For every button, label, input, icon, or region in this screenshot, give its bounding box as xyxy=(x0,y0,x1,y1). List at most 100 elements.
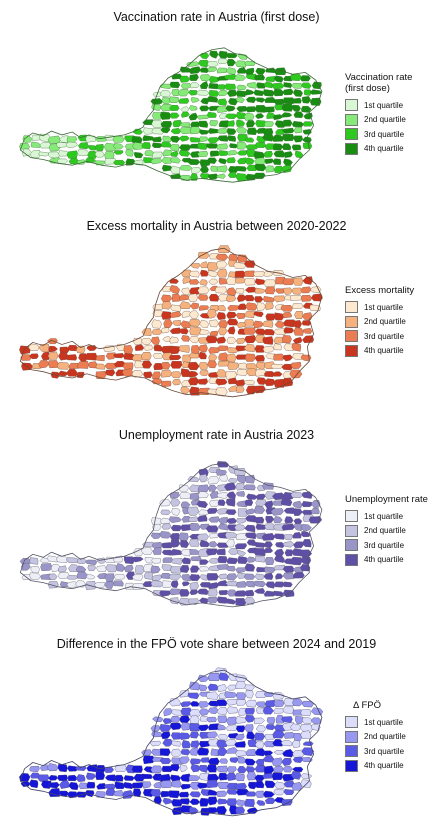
municipality-region xyxy=(86,345,97,351)
municipality-region xyxy=(85,573,96,580)
municipality-region xyxy=(264,780,276,789)
municipality-region xyxy=(216,312,226,320)
municipality-region xyxy=(254,278,266,285)
municipality-region xyxy=(246,82,259,89)
municipality-region xyxy=(144,557,155,564)
municipality-region xyxy=(229,757,239,763)
municipality-region xyxy=(263,271,274,277)
municipality-region xyxy=(264,158,275,164)
municipality-region xyxy=(189,715,200,724)
municipality-region xyxy=(170,157,181,164)
municipality-region xyxy=(236,312,246,319)
municipality-region xyxy=(199,559,209,565)
municipality-region xyxy=(244,60,256,66)
municipality-region xyxy=(170,166,181,174)
municipality-region xyxy=(235,799,246,806)
municipality-region xyxy=(282,581,293,588)
municipality-region xyxy=(205,548,218,556)
legend-label: 4th quartile xyxy=(364,555,404,565)
municipality-region xyxy=(162,336,172,342)
municipality-region xyxy=(263,150,273,158)
municipality-region xyxy=(264,378,277,387)
municipality-region xyxy=(256,707,266,714)
municipality-region xyxy=(245,556,257,563)
municipality-region xyxy=(161,573,172,580)
municipality-region xyxy=(94,151,105,158)
municipality-region xyxy=(247,739,258,748)
municipality-region xyxy=(235,288,245,294)
legend-label: 3rd quartile xyxy=(364,540,405,550)
municipality-region xyxy=(283,82,293,88)
legend-swatch xyxy=(345,510,358,523)
municipality-region xyxy=(271,82,285,90)
municipality-region xyxy=(143,371,153,379)
municipality-region xyxy=(282,565,295,573)
municipality-region xyxy=(216,739,229,748)
municipality-region xyxy=(227,478,238,484)
municipality-region xyxy=(223,482,236,491)
municipality-region xyxy=(216,369,227,378)
map-legend: Δ FPÖ 1st quartile 2nd quartile 3rd quar… xyxy=(345,700,406,773)
municipality-region xyxy=(198,765,209,773)
municipality-region xyxy=(264,286,276,295)
municipality-region xyxy=(188,747,200,756)
municipality-region xyxy=(301,539,312,548)
municipality-region xyxy=(162,149,173,157)
municipality-region xyxy=(59,780,70,789)
municipality-region xyxy=(281,716,293,723)
municipality-region xyxy=(216,580,229,587)
municipality-region xyxy=(199,566,210,572)
municipality-region xyxy=(282,119,293,127)
municipality-region xyxy=(162,135,173,143)
municipality-region xyxy=(216,492,229,499)
municipality-region xyxy=(198,59,209,68)
municipality-region xyxy=(209,120,218,127)
municipality-region xyxy=(113,580,124,587)
municipality-region xyxy=(198,305,209,311)
municipality-region xyxy=(199,53,210,59)
municipality-region xyxy=(205,143,218,149)
municipality-region xyxy=(253,548,266,557)
municipality-region xyxy=(178,532,189,541)
municipality-region xyxy=(67,344,79,352)
municipality-region xyxy=(244,319,254,327)
municipality-region xyxy=(218,573,229,580)
municipality-region xyxy=(302,741,314,747)
municipality-region xyxy=(226,120,235,127)
municipality-region xyxy=(244,499,254,506)
municipality-region xyxy=(218,158,227,165)
map-title: Difference in the FPÖ vote share between… xyxy=(56,637,377,651)
municipality-region xyxy=(227,362,239,370)
municipality-region xyxy=(244,524,256,533)
municipality-region xyxy=(245,508,257,515)
municipality-region xyxy=(254,573,265,580)
municipality-region xyxy=(225,498,236,507)
municipality-region xyxy=(273,67,287,76)
legend-title: Vaccination rate (first dose) xyxy=(345,72,413,94)
legend-item: 4th quartile xyxy=(345,553,428,568)
municipality-region xyxy=(178,791,189,798)
municipality-cells xyxy=(19,245,323,397)
municipality-region xyxy=(123,564,134,573)
municipality-region xyxy=(179,589,190,597)
municipality-region xyxy=(265,581,276,589)
municipality-region xyxy=(178,98,190,104)
municipality-region xyxy=(264,165,274,173)
municipality-region xyxy=(264,797,276,804)
municipality-region xyxy=(199,279,208,286)
municipality-region xyxy=(46,763,59,772)
municipality-region xyxy=(187,506,200,516)
municipality-region xyxy=(247,127,258,135)
municipality-region xyxy=(289,295,302,301)
municipality-region xyxy=(152,310,165,317)
municipality-region xyxy=(206,731,219,739)
municipality-region xyxy=(113,150,124,155)
municipality-region xyxy=(216,268,228,278)
municipality-region xyxy=(30,566,40,574)
municipality-region xyxy=(291,287,304,295)
municipality-region xyxy=(280,498,293,507)
municipality-region xyxy=(217,150,230,156)
municipality-region xyxy=(206,111,217,118)
municipality-region xyxy=(237,303,248,310)
municipality-region xyxy=(199,540,211,548)
